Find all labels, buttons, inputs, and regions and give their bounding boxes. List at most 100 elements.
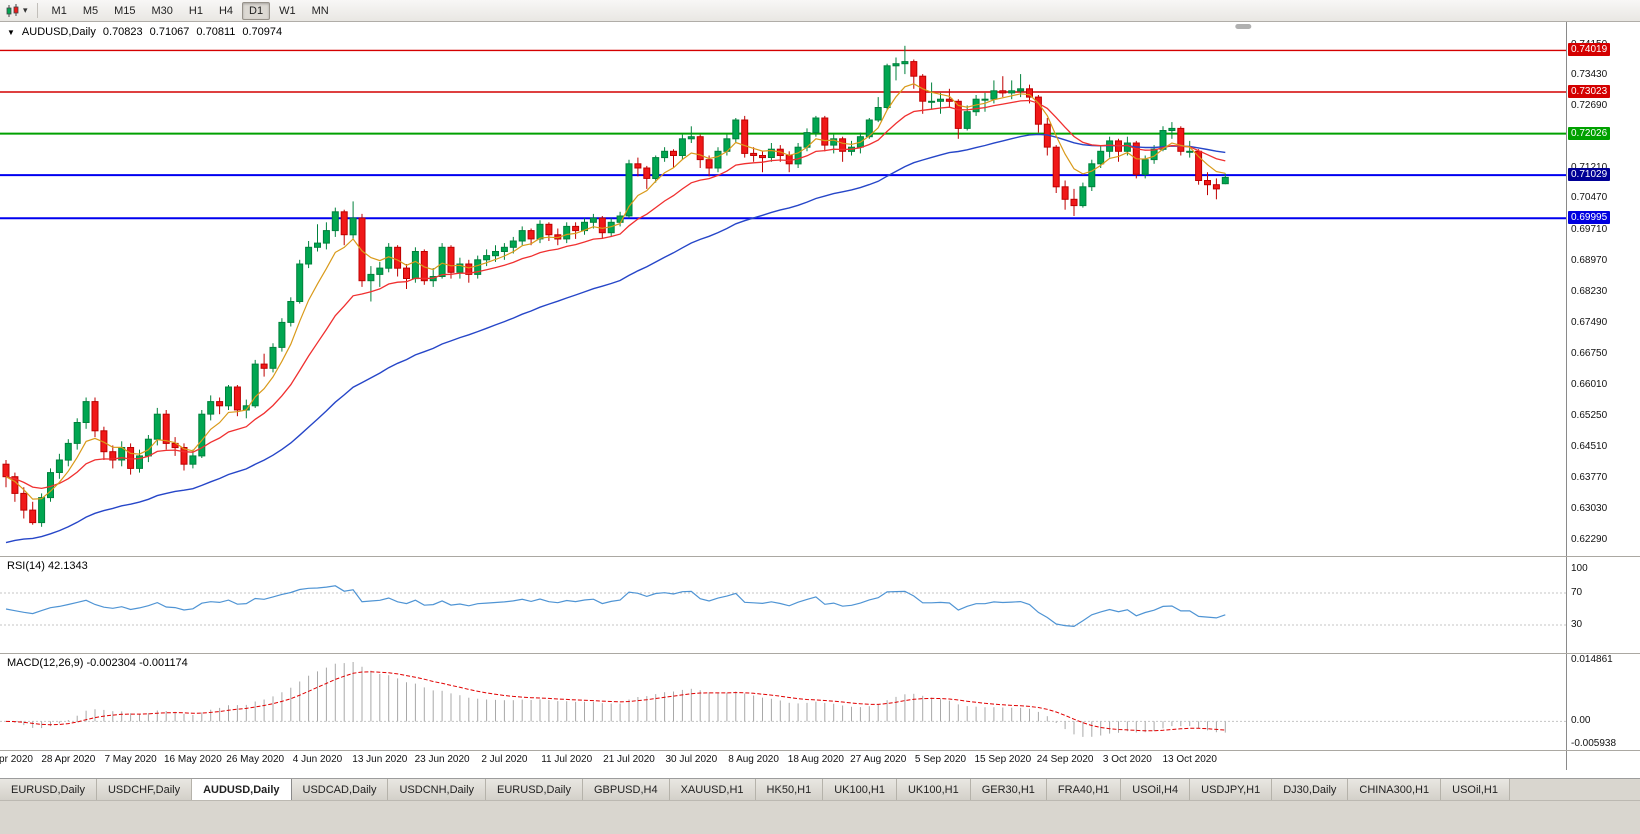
date-tick: 18 Aug 2020 xyxy=(787,754,844,765)
chart-tab-gbpusd-h4[interactable]: GBPUSD,H4 xyxy=(583,779,670,800)
chart-tab-usdcnh-daily[interactable]: USDCNH,Daily xyxy=(388,779,487,800)
price-tick: 0.72690 xyxy=(1571,99,1608,111)
price-tick: 0.73430 xyxy=(1571,68,1608,80)
chart-tab-dj30-daily[interactable]: DJ30,Daily xyxy=(1272,779,1349,800)
chart-tab-audusd-daily[interactable]: AUDUSD,Daily xyxy=(192,779,292,800)
macd-axis: 0.014861 0.00 -0.005938 xyxy=(1566,654,1640,750)
date-tick: 11 Jul 2020 xyxy=(541,754,593,765)
chart-tab-ger30-h1[interactable]: GER30,H1 xyxy=(970,779,1047,800)
date-tick: 28 Apr 2020 xyxy=(41,754,96,765)
timeframe-button-m15[interactable]: M15 xyxy=(114,4,136,17)
rsi-tick: 70 xyxy=(1571,587,1583,598)
chart-title: ▼ AUDUSD,Daily 0.70823 0.71067 0.70811 0… xyxy=(7,26,282,38)
price-level-tag: 0.72026 xyxy=(1568,126,1611,140)
chart-tab-hk50-h1[interactable]: HK50,H1 xyxy=(755,779,824,800)
timeframe-button-m5[interactable]: M5 xyxy=(82,4,99,17)
price-tick: 0.64510 xyxy=(1571,441,1608,453)
macd-tick: 0.00 xyxy=(1571,715,1591,727)
bottom-gap xyxy=(0,770,1640,778)
chart-tab-eurusd-daily[interactable]: EURUSD,Daily xyxy=(486,779,583,800)
macd-label: MACD(12,26,9) -0.002304 -0.001174 xyxy=(7,657,188,669)
date-tick: 2 Jul 2020 xyxy=(481,754,528,765)
date-tick: 15 Sep 2020 xyxy=(974,754,1032,765)
collapse-triangle-icon[interactable]: ▼ xyxy=(7,27,15,37)
price-tick: 0.63770 xyxy=(1571,471,1608,483)
chart-type-icon[interactable] xyxy=(4,3,22,19)
price-level-tag: 0.71029 xyxy=(1568,168,1611,182)
rsi-tick: 30 xyxy=(1571,619,1583,630)
candlestick-glyph xyxy=(6,3,19,17)
timeframe-button-w1[interactable]: W1 xyxy=(279,4,296,17)
date-tick: 30 Jul 2020 xyxy=(665,754,718,765)
price-tick: 0.68230 xyxy=(1571,285,1608,297)
price-tick: 0.65250 xyxy=(1571,410,1608,422)
time-axis: 18 Apr 2020 28 Apr 2020 7 May 2020 16 May 2… xyxy=(0,751,1566,770)
chart-symbol: AUDUSD,Daily xyxy=(21,26,96,38)
chart-tab-china300-h1[interactable]: CHINA300,H1 xyxy=(1348,779,1442,800)
price-tick: 0.67490 xyxy=(1571,316,1608,328)
date-tick: 26 May 2020 xyxy=(226,754,285,765)
price-tick: 0.66010 xyxy=(1571,378,1608,390)
price-level-tag: 0.74019 xyxy=(1568,43,1611,57)
main-chart-panel: 0.741500.734300.726900.719500.712100.704… xyxy=(0,22,1640,556)
price-level-tag: 0.73023 xyxy=(1568,84,1611,98)
date-tick: 8 Aug 2020 xyxy=(728,754,779,765)
timeframe-button-m1[interactable]: M1 xyxy=(51,4,67,17)
macd-tick: 0.014861 xyxy=(1571,654,1613,665)
price-tick: 0.66750 xyxy=(1571,347,1608,359)
timeframe-button-mn[interactable]: MN xyxy=(311,4,329,17)
price-tick: 0.71210 xyxy=(1571,161,1608,173)
rsi-tick: 100 xyxy=(1571,563,1588,574)
chart-close-value: 0.70974 xyxy=(242,26,283,38)
date-tick: 3 Oct 2020 xyxy=(1102,754,1152,765)
date-tick: 16 May 2020 xyxy=(163,754,222,765)
date-tick: 27 Aug 2020 xyxy=(850,754,907,765)
macd-indicator-chart[interactable] xyxy=(0,654,1566,750)
chart-tab-eurusd-daily[interactable]: EURUSD,Daily xyxy=(0,779,97,800)
timeframe-buttons: M1 M5 M15 M30 H1 H4 D1 W1 MN xyxy=(45,1,336,20)
chart-tab-uk100-h1[interactable]: UK100,H1 xyxy=(823,779,897,800)
time-axis-row: 18 Apr 2020 28 Apr 2020 7 May 2020 16 May 2… xyxy=(0,750,1640,770)
chart-tab-fra40-h1[interactable]: FRA40,H1 xyxy=(1046,779,1122,800)
candlestick-chart[interactable] xyxy=(0,22,1566,556)
chart-tab-usoil-h4[interactable]: USOil,H4 xyxy=(1121,779,1191,800)
date-tick: 13 Jun 2020 xyxy=(352,754,408,765)
chart-tab-uk100-h1[interactable]: UK100,H1 xyxy=(896,779,971,800)
rsi-panel: 100 70 30 RSI(14) 42.1343 xyxy=(0,556,1640,653)
chart-tab-xauusd-h1[interactable]: XAUUSD,H1 xyxy=(669,779,756,800)
price-level-tag: 0.69995 xyxy=(1568,211,1611,225)
price-tick: 0.63030 xyxy=(1571,502,1608,514)
chart-tab-usdjpy-h1[interactable]: USDJPY,H1 xyxy=(1190,779,1273,800)
toolbar-separator xyxy=(36,3,38,18)
chart-type-dropdown-icon[interactable]: ▾ xyxy=(23,5,28,15)
timeframe-button-d1[interactable]: D1 xyxy=(242,1,271,20)
status-bar xyxy=(0,800,1640,834)
chart-high-value: 0.71067 xyxy=(149,26,190,38)
rsi-axis: 100 70 30 xyxy=(1566,557,1640,653)
timeframe-button-h1[interactable]: H1 xyxy=(188,4,203,17)
date-tick: 21 Jul 2020 xyxy=(603,754,655,765)
date-tick: 13 Oct 2020 xyxy=(1162,754,1217,765)
timeframe-button-m30[interactable]: M30 xyxy=(151,4,173,17)
timeframe-toolbar: ▾ M1 M5 M15 M30 H1 H4 D1 W1 MN xyxy=(0,0,1640,22)
timeframe-button-h4[interactable]: H4 xyxy=(218,4,234,17)
chart-open-value: 0.70823 xyxy=(102,26,143,38)
price-tick: 0.68970 xyxy=(1571,255,1608,267)
axis-corner xyxy=(1566,751,1640,770)
price-tick: 0.70470 xyxy=(1571,192,1608,204)
chart-tab-usoil-h1[interactable]: USOil,H1 xyxy=(1441,779,1510,800)
date-tick: 4 Jun 2020 xyxy=(292,754,343,765)
price-axis: 0.741500.734300.726900.719500.712100.704… xyxy=(1566,22,1640,556)
date-tick: 24 Sep 2020 xyxy=(1036,754,1094,765)
date-tick: 18 Apr 2020 xyxy=(0,754,33,765)
chart-low-value: 0.70811 xyxy=(196,26,236,38)
date-tick: 23 Jun 2020 xyxy=(414,754,470,765)
chart-tab-usdcad-daily[interactable]: USDCAD,Daily xyxy=(291,779,389,800)
macd-tick: -0.005938 xyxy=(1571,738,1617,749)
rsi-label: RSI(14) 42.1343 xyxy=(7,560,88,572)
price-tick: 0.62290 xyxy=(1571,533,1608,545)
rsi-indicator-chart[interactable] xyxy=(0,557,1566,653)
macd-panel: 0.014861 0.00 -0.005938 MACD(12,26,9) -0.0… xyxy=(0,653,1640,750)
chart-tab-usdchf-daily[interactable]: USDCHF,Daily xyxy=(96,779,193,800)
